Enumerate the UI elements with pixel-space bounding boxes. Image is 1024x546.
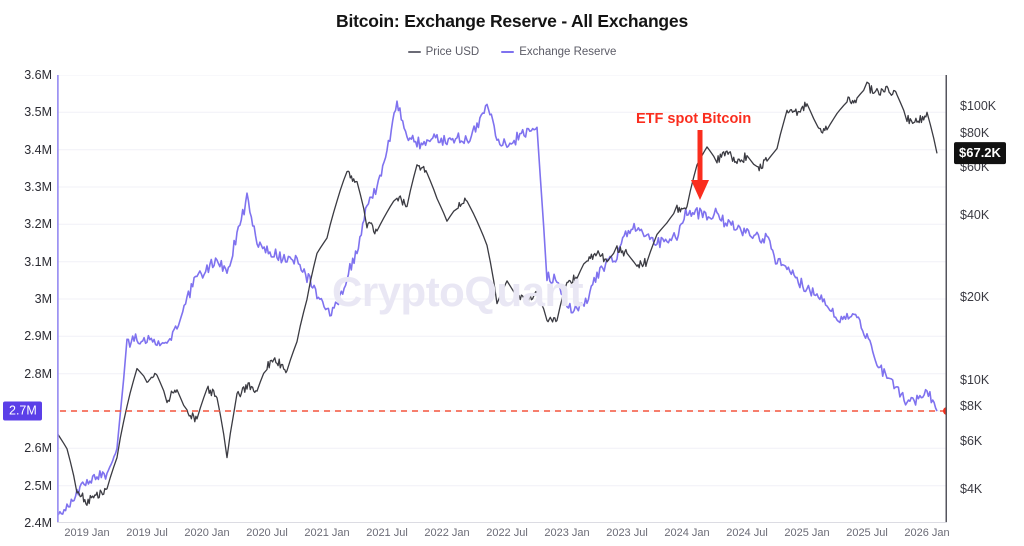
x-axis-tick-label: 2021 Jul bbox=[366, 527, 408, 539]
legend-swatch-icon bbox=[407, 51, 421, 53]
chart-legend: Price USD Exchange Reserve bbox=[0, 46, 1024, 58]
y-axis-right-tick-label: $80K bbox=[960, 125, 990, 140]
y-axis-right-tick-label: $8K bbox=[960, 399, 983, 414]
annotation-etf-spot-bitcoin: ETF spot Bitcoin bbox=[636, 111, 752, 127]
legend-label: Exchange Reserve bbox=[519, 46, 617, 58]
legend-swatch-icon bbox=[501, 51, 515, 53]
x-axis-tick-label: 2020 Jul bbox=[246, 527, 288, 539]
x-axis-tick-label: 2023 Jan bbox=[544, 527, 590, 539]
x-axis-tick-label: 2025 Jan bbox=[784, 527, 830, 539]
y-axis-right-tick-label: $100K bbox=[960, 99, 997, 114]
y-axis-left-tick-label: 2.4M bbox=[24, 516, 52, 530]
x-axis-tick-label: 2019 Jul bbox=[126, 527, 168, 539]
x-axis-tick-label: 2019 Jan bbox=[64, 527, 110, 539]
x-axis-tick-label: 2021 Jan bbox=[304, 527, 350, 539]
y-axis-left-tick-label: 3.2M bbox=[24, 217, 52, 232]
y-axis-left-tick-label: 2.9M bbox=[24, 329, 52, 344]
y-axis-right-tick-label: $6K bbox=[960, 433, 983, 448]
y-axis-left-tick-label: 2.6M bbox=[24, 441, 52, 456]
x-axis-tick-label: 2020 Jan bbox=[184, 527, 230, 539]
page-title: Bitcoin: Exchange Reserve - All Exchange… bbox=[336, 11, 688, 31]
y-axis-right-tick-label: $40K bbox=[960, 208, 990, 223]
y-axis-left-tick-label: 3.3M bbox=[24, 180, 52, 194]
y-axis-left-tick-label: 3.6M bbox=[24, 68, 52, 82]
legend-label: Price USD bbox=[425, 46, 480, 58]
y-axis-left-tick-label: 2.5M bbox=[24, 478, 52, 493]
x-axis-tick-label: 2024 Jul bbox=[726, 527, 768, 539]
x-axis-tick-label: 2025 Jul bbox=[846, 527, 888, 539]
y-axis-right-tick-label: $4K bbox=[960, 481, 983, 496]
y-axis-right-tick-label: $20K bbox=[960, 290, 990, 305]
y-axis-right-tick-label: $10K bbox=[960, 372, 990, 387]
price-usd-line bbox=[57, 81, 938, 506]
x-axis-tick-label: 2024 Jan bbox=[664, 527, 710, 539]
right-axis-value-badge[interactable]: $67.2K bbox=[954, 142, 1006, 165]
y-axis-left-tick-label: 3.5M bbox=[24, 105, 52, 120]
y-axis-left-tick-label: 3.1M bbox=[24, 254, 52, 269]
y-axis-left-tick-label: 3.4M bbox=[24, 142, 52, 157]
y-axis-left-tick-label: 3M bbox=[34, 292, 52, 306]
down-arrow-icon bbox=[691, 130, 709, 200]
x-axis-tick-label: 2026 Jan bbox=[904, 527, 950, 539]
chart-canvas bbox=[57, 75, 947, 523]
left-axis-value-badge[interactable]: 2.7M bbox=[3, 401, 42, 421]
plot-area[interactable] bbox=[57, 75, 947, 523]
legend-exchange-reserve[interactable]: Exchange Reserve bbox=[501, 46, 616, 58]
x-axis-tick-label: 2023 Jul bbox=[606, 527, 648, 539]
y-axis-left-tick-label: 2.8M bbox=[24, 366, 52, 381]
legend-price-usd[interactable]: Price USD bbox=[407, 46, 480, 58]
x-axis-tick-label: 2022 Jul bbox=[486, 527, 528, 539]
x-axis-tick-label: 2022 Jan bbox=[424, 527, 470, 539]
exchange-reserve-line bbox=[57, 100, 938, 516]
